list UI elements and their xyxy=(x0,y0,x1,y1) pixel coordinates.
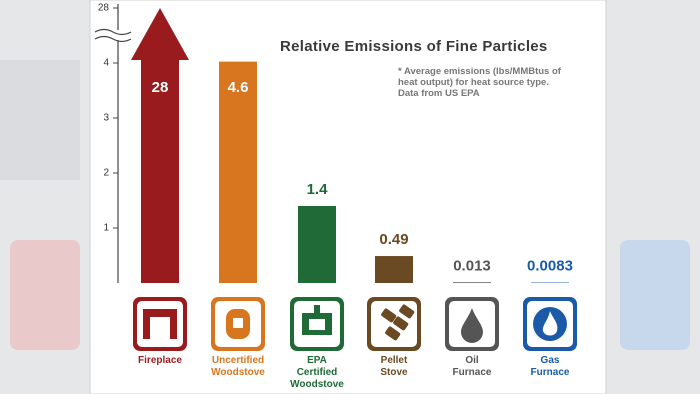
category-label: Gas Furnace xyxy=(530,355,570,378)
value-label: 0.013 xyxy=(453,257,491,274)
value-label: 1.4 xyxy=(307,181,329,198)
icon-glyph xyxy=(233,318,243,328)
bar xyxy=(453,282,491,283)
icon-glyph xyxy=(381,308,397,323)
value-label: 4.6 xyxy=(228,79,249,96)
category-label: Oil Furnace xyxy=(452,355,492,378)
chart-title: Relative Emissions of Fine Particles xyxy=(280,38,548,55)
icon-glyph xyxy=(309,319,325,330)
icon-glyph xyxy=(393,316,409,331)
axis-break xyxy=(94,28,132,43)
y-tick-label: 28 xyxy=(98,3,110,14)
value-label: 0.49 xyxy=(379,231,408,248)
bar xyxy=(298,206,336,283)
icon-glyph xyxy=(314,305,320,313)
y-tick-label: 4 xyxy=(103,58,109,69)
icon-glyph xyxy=(399,304,415,319)
y-tick-label: 1 xyxy=(103,223,109,234)
axis-break-gap xyxy=(95,30,131,40)
bar-arrow xyxy=(131,8,189,283)
blur-shape xyxy=(0,60,80,180)
y-tick-label: 3 xyxy=(103,113,109,124)
bar xyxy=(219,61,257,283)
note: * Average emissions (lbs/MMBtus of heat … xyxy=(398,66,561,99)
icon-glyph xyxy=(542,311,558,336)
value-label: 28 xyxy=(152,79,169,96)
value-label: 0.0083 xyxy=(527,258,573,275)
blur-shape xyxy=(10,240,80,350)
y-tick-label: 2 xyxy=(103,168,109,179)
category-label: Pellet Stove xyxy=(380,355,408,378)
category-label: Uncertified Woodstove xyxy=(211,355,265,378)
category-label: EPA Certified Woodstove xyxy=(290,355,344,390)
icon-glyph xyxy=(461,308,483,343)
bar xyxy=(375,256,413,283)
blur-shape xyxy=(620,240,690,350)
icon-glyph xyxy=(385,326,401,341)
category-label: Fireplace xyxy=(138,355,182,366)
icon-glyph xyxy=(150,317,170,339)
